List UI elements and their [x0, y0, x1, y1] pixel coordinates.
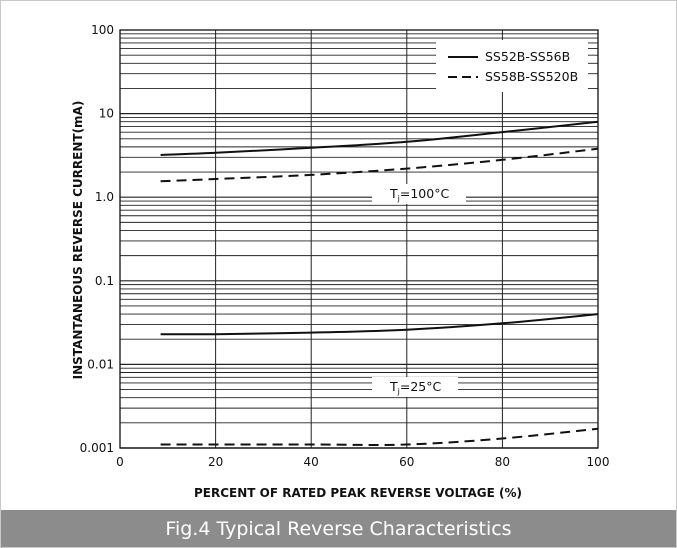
annotation-tj-25c: Tj=25°C [372, 377, 458, 397]
y-tick-label: 100 [91, 23, 114, 37]
x-tick-label: 0 [116, 455, 124, 469]
y-axis-label: INSTANTANEOUS REVERSE CURRENT(mA) [71, 101, 85, 380]
series-line-solid-0 [160, 120, 599, 156]
figure-caption: Fig.4 Typical Reverse Characteristics [165, 517, 512, 540]
x-axis-label: PERCENT OF RATED PEAK REVERSE VOLTAGE (%… [194, 486, 522, 500]
annotation-text: Tj=100°C [389, 186, 449, 203]
y-tick-label: 10 [99, 107, 114, 121]
series-line-dashed-3 [160, 427, 599, 446]
annotation-text: Tj=25°C [389, 379, 442, 396]
annotation-bg [372, 377, 458, 397]
y-tick-label: 1.0 [95, 190, 114, 204]
y-tick-label: 0.001 [80, 441, 114, 455]
series-line-solid-2 [160, 313, 599, 336]
x-tick-label: 80 [495, 455, 510, 469]
legend: SS52B-SS56B SS58B-SS520B [436, 40, 588, 92]
annotation-tj-100c: Tj=100°C [372, 184, 466, 204]
plot-border [119, 29, 599, 449]
legend-box [436, 40, 588, 92]
annotation-bg [372, 184, 466, 204]
legend-label-solid: SS52B-SS56B [485, 49, 570, 64]
x-tick-label: 60 [399, 455, 414, 469]
legend-label-dashed: SS58B-SS520B [485, 69, 578, 84]
y-tick-label: 0.1 [95, 274, 114, 288]
grid [120, 30, 598, 449]
x-tick-label: 40 [304, 455, 319, 469]
x-tick-label: 100 [587, 455, 610, 469]
tick-labels: 0 20 40 60 80 100 0.001 0.01 0.1 1.0 10 100 [80, 23, 610, 469]
series-layer [160, 120, 599, 446]
y-tick-label: 0.01 [87, 357, 114, 371]
series-line-dashed-1 [160, 147, 599, 183]
x-tick-label: 20 [208, 455, 223, 469]
caption-bar: Fig.4 Typical Reverse Characteristics [1, 510, 676, 547]
